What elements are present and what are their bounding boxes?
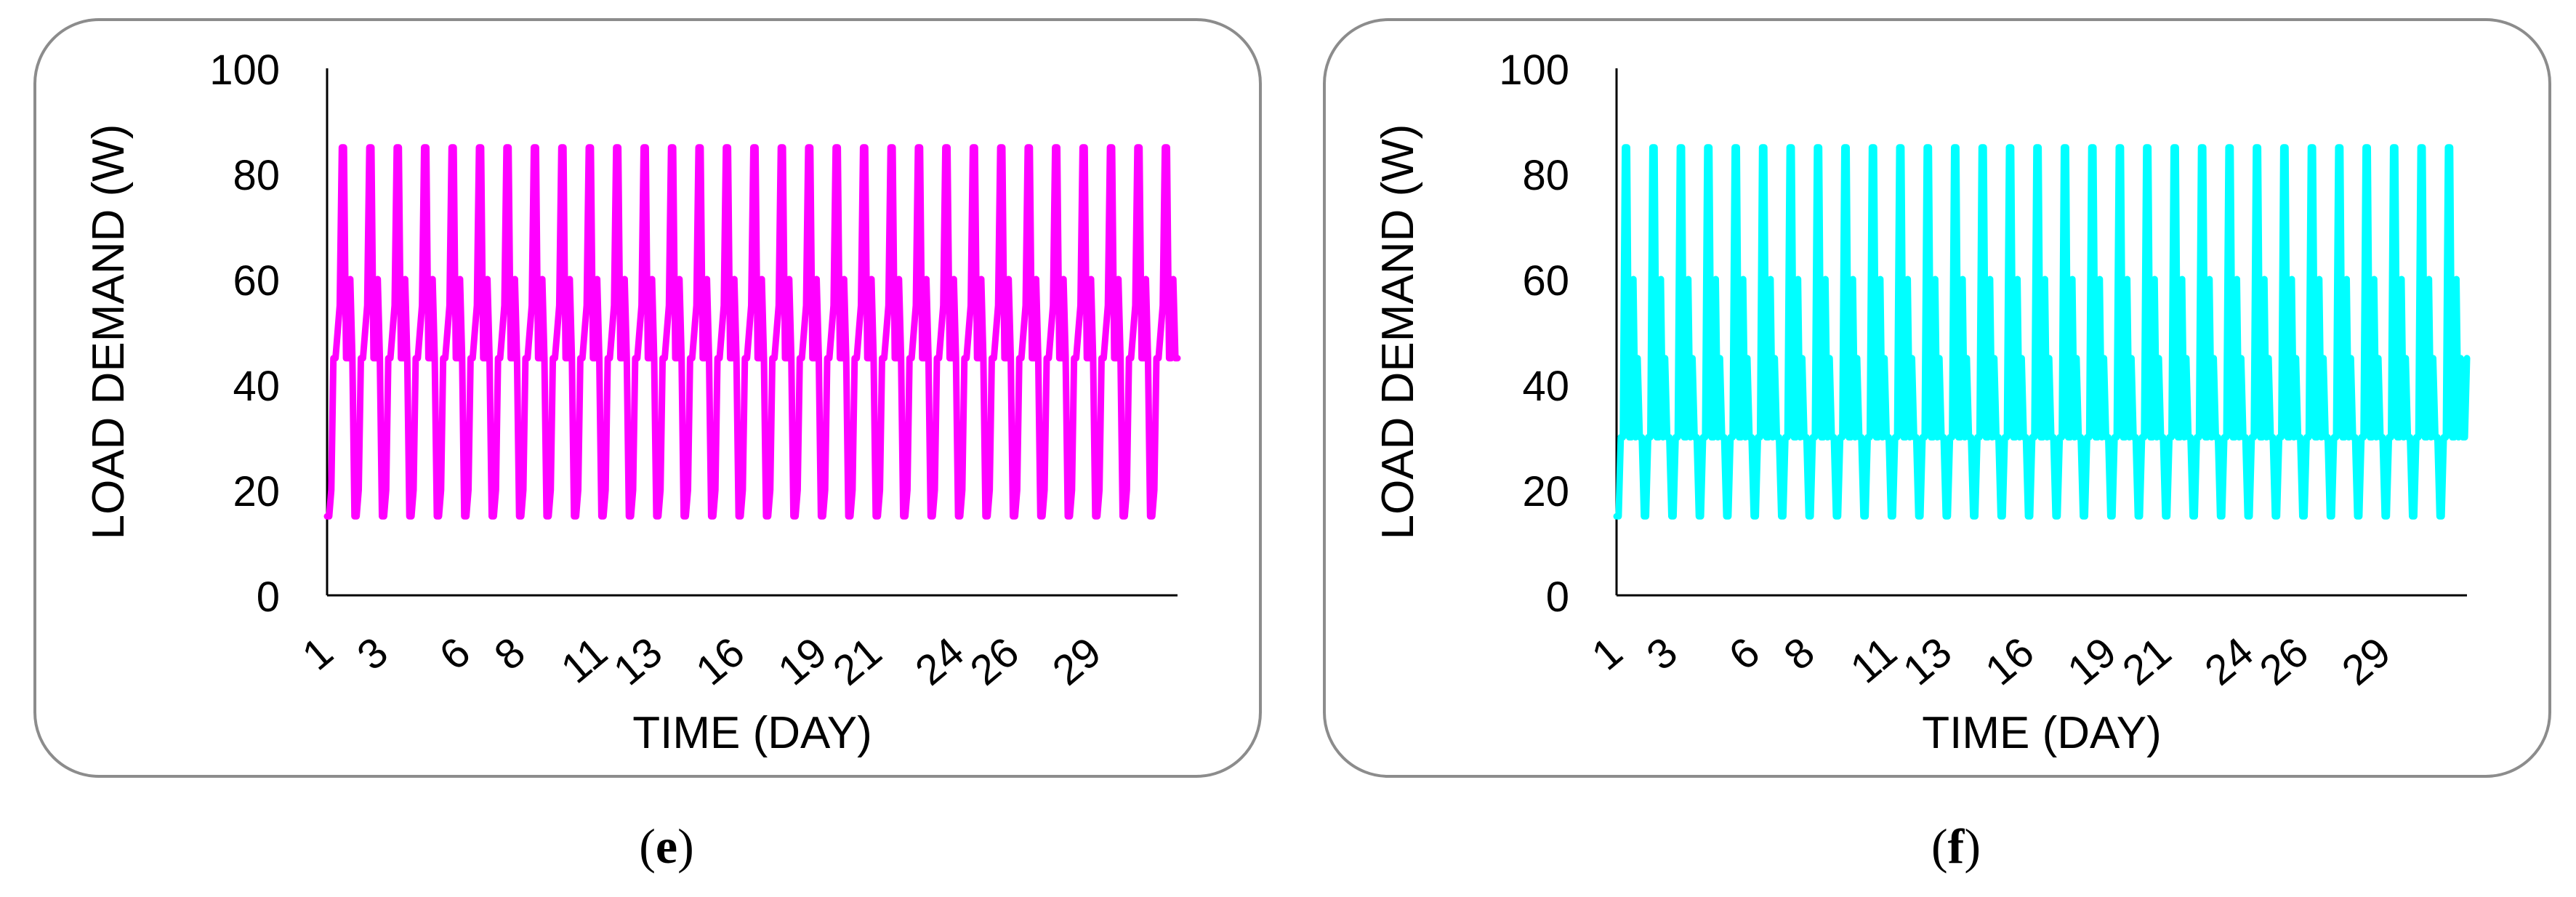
e-x-axis-label: TIME (DAY) [632, 708, 872, 758]
f-x-tick-label: 16 [1976, 628, 2042, 694]
f-x-tick-label: 6 [1720, 628, 1768, 680]
f-x-tick-label: 24 [2196, 628, 2262, 694]
e-y-tick-label: 40 [233, 363, 280, 410]
f-x-axis-label: TIME (DAY) [1922, 708, 2162, 758]
f-x-tick-label: 19 [2059, 628, 2125, 694]
f-y-tick-label: 0 [1546, 574, 1569, 621]
f-x-tick-label: 21 [2114, 628, 2180, 694]
e-x-tick-label: 24 [906, 628, 973, 694]
caption-e: (e) [639, 818, 694, 874]
e-x-tick-label: 13 [605, 628, 671, 694]
e-series-line [323, 144, 1181, 520]
caption-e-letter: e [655, 818, 678, 874]
e-y-tick-label: 60 [233, 257, 280, 305]
e-y-tick-label: 80 [233, 152, 280, 199]
f-series-line [1613, 144, 2471, 520]
e-y-tick-label: 20 [233, 468, 280, 515]
f-x-tick-label: 1 [1583, 628, 1631, 680]
f-x-tick-label: 29 [2333, 628, 2399, 694]
f-y-tick-label: 20 [1522, 468, 1569, 515]
chart-panel-e: 0 20 40 60 80 100 1 3 6 8 11 13 16 19 21 24 26 29 TIME (DA… [33, 18, 1262, 778]
caption-f: (f) [1931, 818, 1981, 874]
e-x-tick-label: 3 [348, 628, 396, 680]
f-y-tick-label: 80 [1522, 152, 1569, 199]
f-x-tick-label: 8 [1775, 628, 1823, 680]
caption-f-letter: f [1947, 818, 1965, 874]
f-x-tick-label: 13 [1894, 628, 1960, 694]
e-x-tick-label: 29 [1044, 628, 1110, 694]
e-y-tick-label: 0 [257, 574, 280, 621]
chart-panel-f: 0 20 40 60 80 100 1 3 6 8 11 13 16 19 21 24 26 29 TIME (DA… [1323, 18, 2551, 778]
f-x-tick-label: 26 [2251, 628, 2317, 694]
e-x-tick-label: 8 [486, 628, 534, 680]
e-x-tick-label: 6 [431, 628, 479, 680]
e-x-tick-label: 16 [687, 628, 753, 694]
e-x-tick-label: 19 [770, 628, 836, 694]
f-y-tick-label: 100 [1499, 47, 1569, 94]
e-x-tick-label: 21 [824, 628, 890, 694]
f-y-axis-label: LOAD DEMAND (W) [1373, 124, 1423, 540]
e-x-tick-label: 26 [962, 628, 1028, 694]
e-y-tick-label: 100 [209, 47, 280, 94]
e-y-axis-label: LOAD DEMAND (W) [84, 124, 134, 540]
f-y-tick-label: 40 [1522, 363, 1569, 410]
f-x-tick-label: 3 [1638, 628, 1686, 680]
e-x-tick-label: 1 [294, 628, 342, 680]
f-y-tick-label: 60 [1522, 257, 1569, 305]
